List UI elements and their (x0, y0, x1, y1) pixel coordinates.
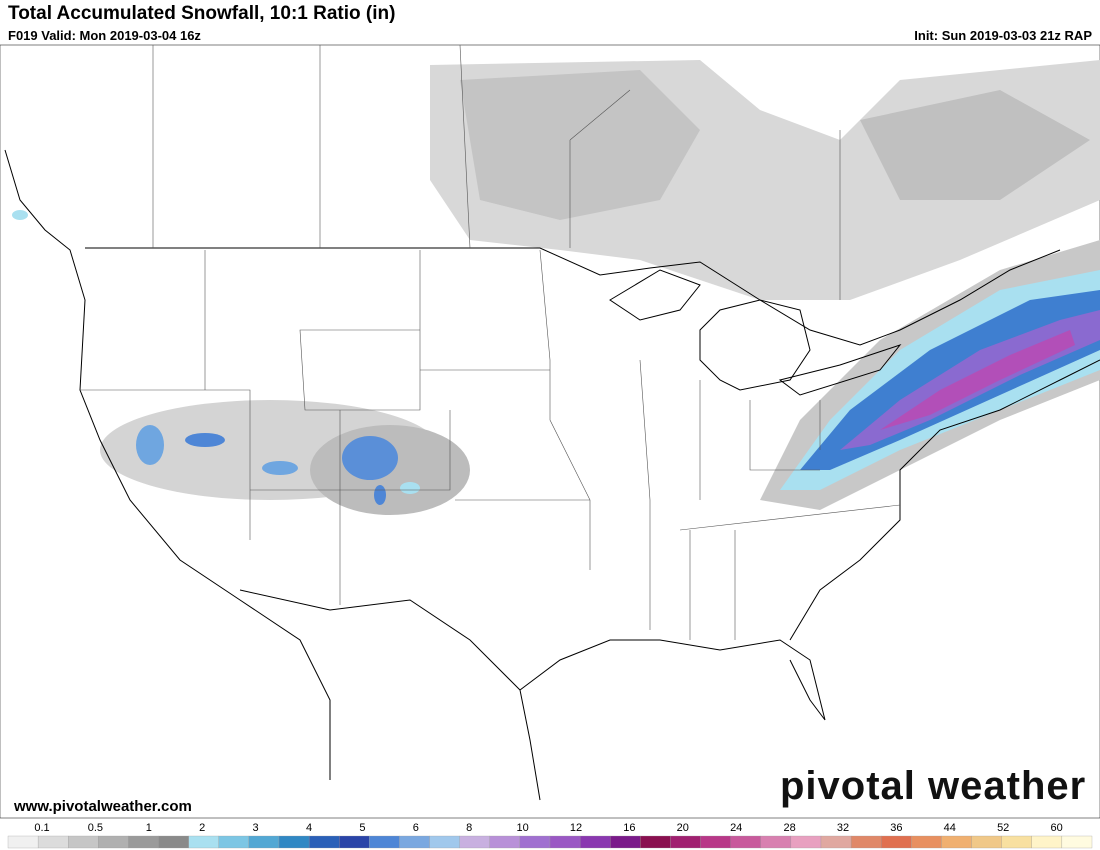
legend-swatch (1001, 835, 1032, 849)
legend-swatch (790, 835, 822, 849)
legend-swatch (911, 835, 942, 849)
legend-swatch (820, 835, 852, 849)
legend-label: 60 (1050, 822, 1062, 834)
legend-label: 52 (997, 822, 1009, 834)
legend-swatch (188, 835, 219, 849)
logo: pivotal weather (780, 764, 1087, 808)
legend-swatch (881, 835, 912, 849)
legend-label: 0.5 (88, 822, 103, 834)
legend-swatch (98, 835, 129, 849)
legend-swatch (1061, 835, 1093, 849)
legend-swatch (158, 835, 189, 849)
legend-swatch (519, 835, 551, 849)
legend-swatch (730, 835, 761, 849)
legend-swatch (399, 835, 430, 849)
legend-label: 32 (837, 822, 849, 834)
legend-swatch (549, 835, 581, 849)
legend-label: 28 (783, 822, 795, 834)
legend-label: 6 (413, 822, 419, 834)
legend-swatch (700, 835, 731, 849)
legend-label: 12 (570, 822, 582, 834)
legend-label: 5 (359, 822, 365, 834)
legend-swatch (971, 835, 1002, 849)
legend-swatch (941, 835, 972, 849)
title: Total Accumulated Snowfall, 10:1 Ratio (… (8, 3, 396, 24)
legend-swatch (218, 835, 250, 849)
legend-label: 8 (466, 822, 472, 834)
legend-swatch (429, 835, 460, 849)
legend-label: 1 (146, 822, 152, 834)
legend-swatch (610, 835, 641, 849)
legend-swatch (248, 835, 280, 849)
legend-swatch (7, 835, 39, 849)
init-time: Init: Sun 2019-03-03 21z RAP (914, 28, 1092, 43)
legend-label: 0.1 (34, 822, 49, 834)
legend-swatches (7, 835, 1093, 849)
legend-label: 16 (623, 822, 635, 834)
legend-swatch (850, 835, 882, 849)
legend-swatch (670, 835, 701, 849)
legend-swatch (640, 835, 671, 849)
legend-swatch (37, 835, 69, 849)
website: www.pivotalweather.com (14, 798, 192, 815)
legend-swatch (308, 835, 340, 849)
legend-swatch (1031, 835, 1063, 849)
boundaries (4, 44, 1100, 801)
legend-labels: 0.1 0.5 1 2 3 4 5 6 8 10 12 16 20 24 28 32 36 44 52 60 (34, 822, 1062, 834)
legend-label: 2 (199, 822, 205, 834)
legend-label: 10 (516, 822, 528, 834)
snowfall-shading (12, 60, 1100, 515)
legend-swatch (369, 835, 400, 849)
legend-swatch (278, 835, 310, 849)
legend-swatch (489, 835, 521, 849)
legend-label: 4 (306, 822, 312, 834)
legend-label: 44 (944, 822, 956, 834)
legend-label: 20 (677, 822, 689, 834)
legend-swatch (459, 835, 490, 849)
legend-label: 36 (890, 822, 902, 834)
legend-swatch (339, 835, 370, 849)
legend-swatch (579, 835, 611, 849)
legend-label: 24 (730, 822, 742, 834)
legend-swatch (760, 835, 792, 849)
legend-label: 3 (253, 822, 259, 834)
legend-swatch (68, 835, 99, 849)
legend-swatch (128, 835, 159, 849)
valid-time: F019 Valid: Mon 2019-03-04 16z (8, 28, 201, 43)
